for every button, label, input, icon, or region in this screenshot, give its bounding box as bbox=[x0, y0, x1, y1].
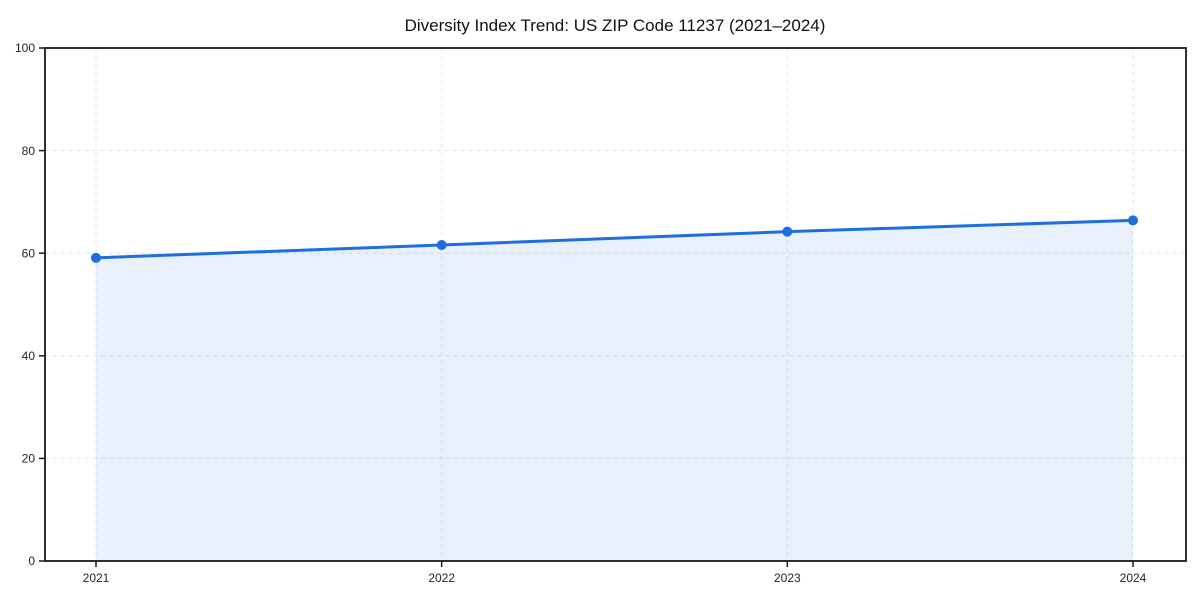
x-tick-label-2023: 2023 bbox=[774, 571, 801, 585]
axis-layer: 0 20 40 60 80 100 2021 2022 2023 2024 bbox=[15, 41, 1187, 585]
grid-layer bbox=[45, 48, 1186, 561]
data-point-2021 bbox=[91, 252, 101, 263]
data-point-2022 bbox=[436, 239, 447, 250]
series-area-fill bbox=[96, 220, 1133, 562]
y-tick-label-40: 40 bbox=[22, 349, 36, 363]
x-tick-label-2024: 2024 bbox=[1120, 571, 1147, 585]
data-point-2024 bbox=[1128, 215, 1138, 226]
y-tick-label-60: 60 bbox=[22, 246, 36, 260]
x-tick-label-2021: 2021 bbox=[83, 571, 110, 585]
series-line bbox=[94, 218, 1135, 260]
series-layer bbox=[91, 215, 1138, 562]
y-tick-label-20: 20 bbox=[22, 452, 36, 466]
plot-border bbox=[44, 47, 1187, 562]
y-tick-label-100: 100 bbox=[15, 41, 35, 55]
y-tick-label-80: 80 bbox=[22, 144, 36, 158]
data-point-2023 bbox=[782, 226, 793, 237]
y-tick-label-0: 0 bbox=[28, 554, 35, 568]
x-tick-label-2022: 2022 bbox=[428, 571, 455, 585]
chart-title: Diversity Index Trend: US ZIP Code 11237… bbox=[405, 16, 826, 35]
